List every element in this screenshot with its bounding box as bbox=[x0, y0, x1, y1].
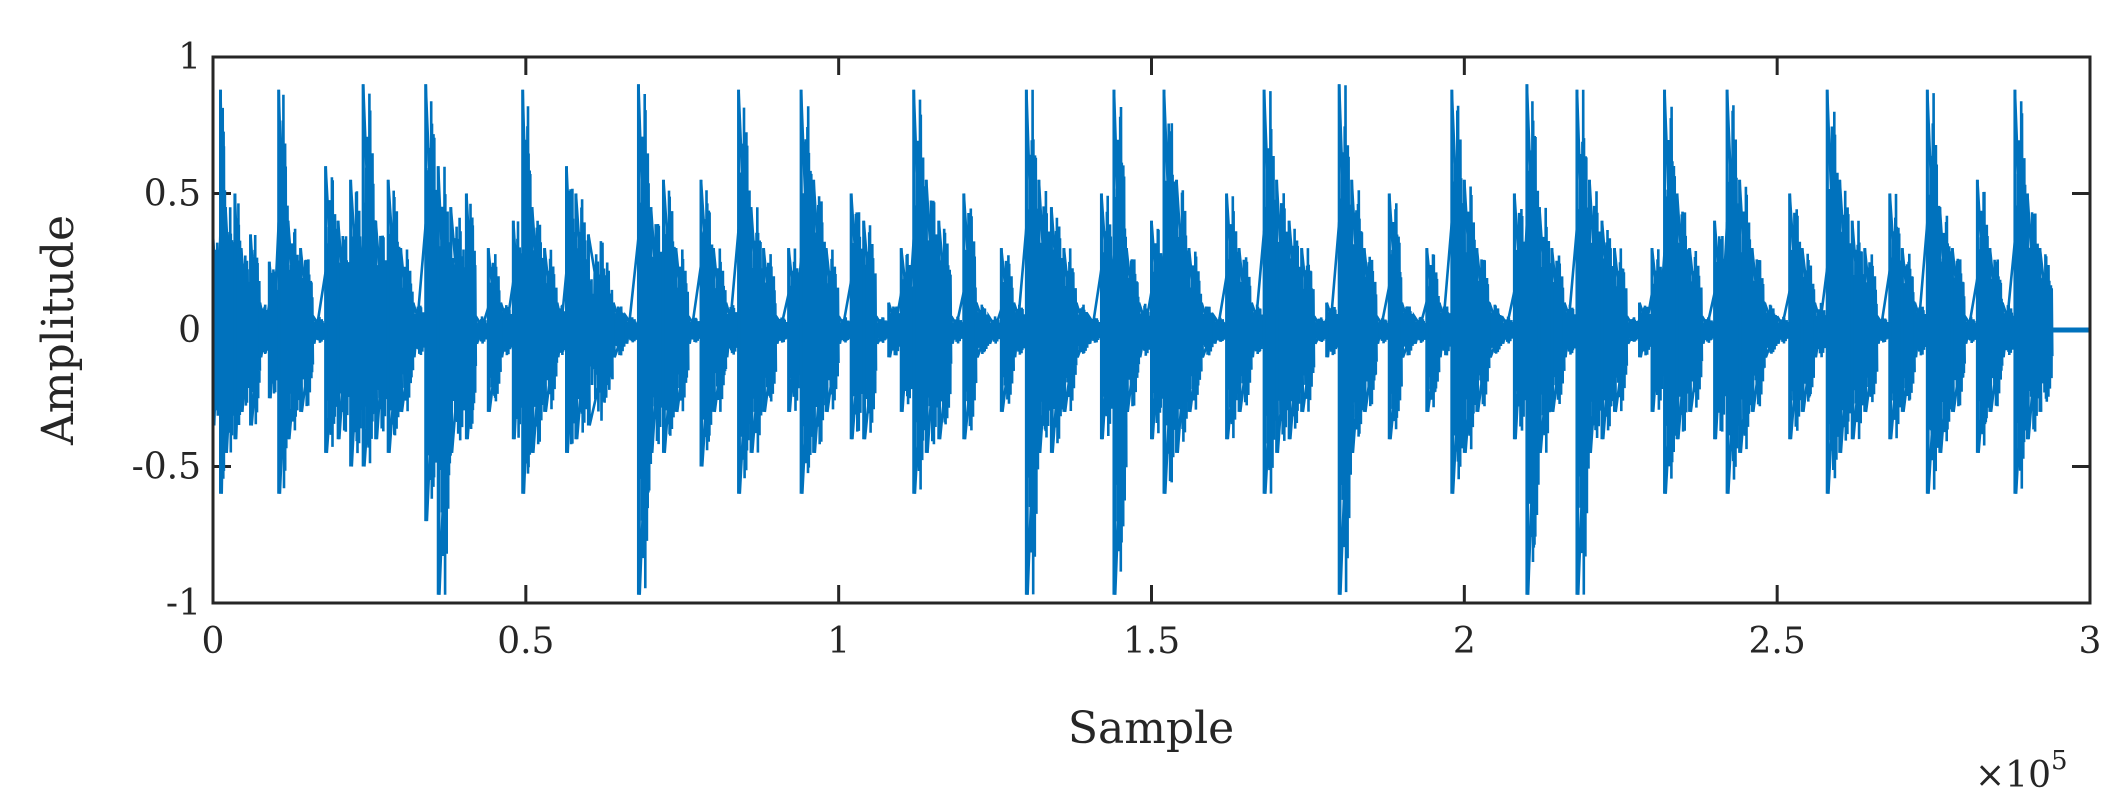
x-tick-label: 0.5 bbox=[497, 621, 554, 662]
x-scale-exponent: 5 bbox=[2051, 746, 2068, 776]
y-axis-label: Amplitude bbox=[33, 215, 84, 446]
y-tick-label: 0 bbox=[178, 310, 201, 351]
y-tick-label: -0.5 bbox=[132, 447, 201, 488]
x-tick-label: 0 bbox=[202, 621, 225, 662]
y-tick-label: 0.5 bbox=[144, 174, 201, 215]
x-tick-label: 2 bbox=[1453, 621, 1476, 662]
x-tick-labels: 0 0.5 1 1.5 2 2.5 3 bbox=[202, 621, 2102, 662]
x-axis-label: Sample bbox=[1068, 703, 1234, 754]
axes-frame bbox=[211, 55, 2092, 605]
x-tick-label: 3 bbox=[2079, 621, 2102, 662]
x-tick-label: 1.5 bbox=[1123, 621, 1180, 662]
y-tick-labels: -1 -0.5 0 0.5 1 bbox=[132, 37, 201, 624]
y-tick-label: 1 bbox=[178, 37, 201, 78]
waveform-series-line bbox=[211, 84, 2054, 595]
plot-area bbox=[211, 84, 2090, 595]
x-tick-label: 1 bbox=[827, 621, 850, 662]
x-scale-multiplier: ×105 bbox=[1975, 746, 2068, 794]
x-scale-base: ×10 bbox=[1975, 755, 2051, 794]
x-tick-label: 2.5 bbox=[1749, 621, 1806, 662]
y-tick-label: -1 bbox=[166, 583, 201, 624]
